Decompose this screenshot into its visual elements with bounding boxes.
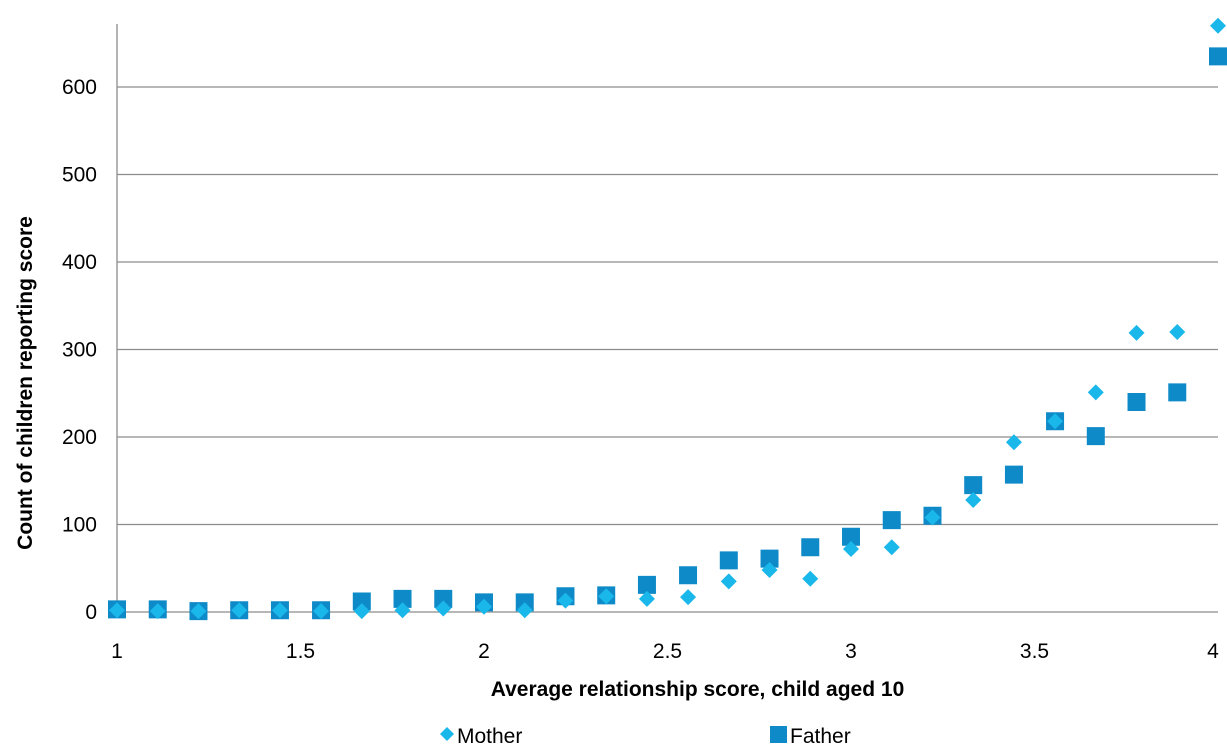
- point-father: [1127, 393, 1146, 411]
- point-mother: [1210, 17, 1226, 34]
- x-tick-label: 4: [1207, 640, 1219, 663]
- point-mother: [557, 592, 574, 609]
- legend-label: Father: [790, 725, 851, 748]
- point-mother: [965, 492, 982, 508]
- y-tick-label: 300: [62, 339, 97, 362]
- x-tick-label: 3: [845, 640, 857, 663]
- point-mother: [1087, 384, 1104, 401]
- point-father: [352, 592, 371, 611]
- point-father: [842, 527, 860, 546]
- point-mother: [802, 570, 819, 587]
- legend-label: Mother: [457, 725, 522, 748]
- point-mother: [680, 589, 697, 606]
- point-mother: [1128, 324, 1145, 341]
- point-father: [679, 566, 698, 585]
- point-mother: [149, 603, 166, 620]
- point-mother: [476, 598, 492, 615]
- point-mother: [1047, 413, 1064, 430]
- y-tick-label: 200: [62, 426, 97, 449]
- y-tick-label: 100: [62, 514, 97, 537]
- y-tick-labels: 0 100 200 300 400 500 600: [62, 76, 97, 624]
- point-father: [719, 551, 738, 570]
- legend-swatch: [770, 726, 787, 743]
- point-father: [1168, 383, 1187, 402]
- x-tick-labels: 1 1.5 2 2.5 3 3.5 4: [111, 640, 1219, 663]
- point-mother: [353, 603, 370, 620]
- point-father: [434, 589, 453, 608]
- y-tick-label: 0: [85, 601, 97, 624]
- point-father: [882, 511, 901, 530]
- point-mother: [394, 602, 411, 619]
- y-tick-label: 500: [62, 164, 97, 187]
- point-mother: [313, 603, 330, 620]
- point-father: [760, 549, 779, 568]
- legend-item-father: Father: [770, 725, 851, 748]
- point-mother: [516, 602, 533, 619]
- point-mother: [271, 602, 288, 619]
- legend-item-mother: Mother: [440, 725, 522, 748]
- point-father: [964, 476, 983, 495]
- point-mother: [598, 588, 615, 605]
- point-mother: [843, 541, 859, 557]
- x-tick-label: 2.5: [653, 640, 682, 663]
- point-mother: [924, 509, 941, 526]
- series-mother: [109, 17, 1226, 620]
- x-tick-label: 3.5: [1020, 640, 1049, 663]
- point-father: [1209, 47, 1227, 66]
- point-mother: [190, 603, 207, 620]
- point-mother: [638, 590, 655, 607]
- point-mother: [231, 602, 248, 619]
- x-tick-label: 2: [478, 640, 490, 663]
- y-axis-title: Count of children reporting score: [14, 216, 37, 550]
- x-tick-label: 1: [111, 640, 123, 663]
- point-father: [637, 575, 656, 594]
- point-father: [393, 589, 412, 608]
- y-tick-label: 600: [62, 76, 97, 99]
- point-father: [801, 538, 820, 557]
- point-mother: [1005, 434, 1022, 451]
- point-father: [1086, 427, 1105, 446]
- x-tick-label: 1.5: [286, 640, 315, 663]
- point-mother: [435, 600, 452, 617]
- gridlines: [117, 86, 1218, 526]
- point-mother: [1169, 324, 1186, 340]
- point-mother: [761, 562, 778, 578]
- series-father: [108, 47, 1227, 621]
- point-father: [1004, 465, 1023, 484]
- point-mother: [883, 539, 900, 556]
- point-mother: [720, 573, 737, 590]
- legend-swatch: [440, 727, 454, 741]
- point-mother: [109, 602, 125, 619]
- y-tick-label: 400: [62, 251, 97, 274]
- legend: Mother Father: [440, 725, 851, 748]
- x-axis-title: Average relationship score, child aged 1…: [491, 678, 905, 701]
- data-points: [108, 17, 1227, 621]
